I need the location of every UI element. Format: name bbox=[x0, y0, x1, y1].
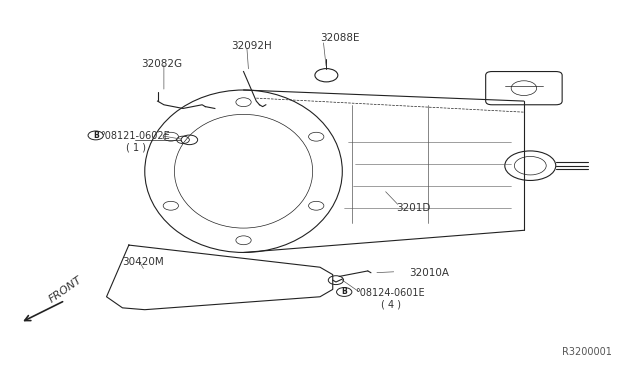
Text: 30420M: 30420M bbox=[122, 257, 164, 267]
Text: 32082G: 32082G bbox=[141, 59, 182, 69]
Text: °08124-0601E: °08124-0601E bbox=[355, 288, 425, 298]
Text: 32088E: 32088E bbox=[320, 33, 360, 43]
Text: R3200001: R3200001 bbox=[562, 347, 612, 357]
Text: 3201D: 3201D bbox=[396, 203, 431, 213]
Text: 32092H: 32092H bbox=[231, 41, 271, 51]
Text: B: B bbox=[93, 131, 99, 140]
Text: B: B bbox=[341, 288, 347, 296]
Text: 32010A: 32010A bbox=[409, 268, 449, 278]
Text: °08121-0602E: °08121-0602E bbox=[100, 131, 170, 141]
Text: FRONT: FRONT bbox=[47, 275, 84, 304]
Text: ( 4 ): ( 4 ) bbox=[381, 299, 401, 309]
Text: ( 1 ): ( 1 ) bbox=[125, 142, 146, 152]
